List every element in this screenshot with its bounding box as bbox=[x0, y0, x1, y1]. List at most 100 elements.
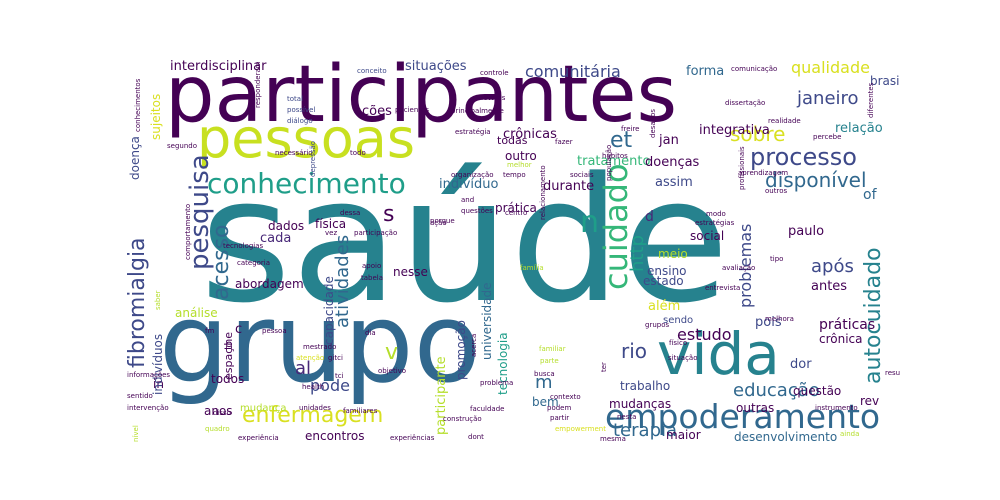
word: família bbox=[520, 264, 544, 272]
word: dor bbox=[790, 357, 812, 372]
word: et bbox=[610, 128, 633, 153]
word: grupos bbox=[645, 321, 670, 329]
word: vida bbox=[657, 320, 780, 388]
word: estudo bbox=[677, 325, 732, 344]
word: acesso bbox=[209, 224, 234, 301]
word: porque bbox=[430, 217, 455, 225]
word: fazer bbox=[555, 138, 573, 146]
word: questão bbox=[793, 384, 842, 398]
word: depressão bbox=[309, 140, 317, 177]
word: estratégia bbox=[455, 128, 491, 136]
word: controle bbox=[480, 69, 509, 77]
word: dissertação bbox=[725, 99, 766, 107]
word: população bbox=[605, 144, 613, 181]
word: trabalho bbox=[620, 379, 671, 393]
word: outros bbox=[765, 187, 788, 195]
word: ainda bbox=[840, 430, 860, 438]
word: familiar bbox=[539, 345, 566, 353]
word: desenvolvimento bbox=[734, 430, 838, 444]
word: tipo bbox=[770, 255, 784, 263]
word: indivíduos bbox=[151, 333, 165, 395]
word: unidades bbox=[299, 404, 331, 412]
word: pacientes bbox=[395, 106, 429, 114]
word: situação bbox=[668, 354, 698, 362]
word: interdisciplinar bbox=[170, 59, 267, 74]
word: promoção bbox=[454, 320, 468, 380]
word: problema bbox=[480, 379, 514, 387]
word: empowerment bbox=[555, 425, 606, 433]
word: partir bbox=[550, 414, 570, 422]
word: comunitária bbox=[525, 62, 621, 81]
word: sujeitos bbox=[149, 93, 163, 140]
word: parte bbox=[540, 357, 559, 365]
word: the bbox=[222, 331, 235, 350]
word: além bbox=[648, 299, 681, 314]
word: encontros bbox=[305, 429, 365, 443]
word: total bbox=[287, 95, 304, 103]
word: empoderamento bbox=[605, 397, 881, 436]
word: jan bbox=[659, 133, 679, 148]
word: quadro bbox=[205, 425, 230, 433]
word: tecnologias bbox=[223, 242, 264, 250]
word: faculdade bbox=[470, 405, 505, 413]
word: todo bbox=[350, 149, 366, 157]
word: necessário bbox=[275, 149, 313, 157]
word: fibromialgia bbox=[125, 237, 150, 368]
word: sobre bbox=[730, 122, 786, 146]
word: atenção bbox=[296, 354, 325, 362]
word: and bbox=[461, 196, 475, 204]
word: construção bbox=[443, 415, 482, 423]
word: sentido bbox=[127, 392, 153, 400]
word: nível bbox=[132, 425, 140, 442]
word: atividades bbox=[332, 234, 353, 328]
word: aprendizagem bbox=[738, 169, 789, 177]
word: gitci bbox=[328, 354, 343, 362]
word: m bbox=[535, 372, 553, 393]
word: n bbox=[580, 205, 600, 240]
word: melhor bbox=[507, 161, 532, 169]
word: melhora bbox=[765, 315, 794, 323]
word: todas bbox=[497, 134, 528, 147]
word: enfermagem bbox=[242, 403, 384, 428]
word: tratamento bbox=[577, 154, 651, 169]
word: situações bbox=[405, 59, 467, 74]
word: centro bbox=[505, 209, 528, 217]
word: abordagem bbox=[235, 277, 304, 291]
word: nesta bbox=[617, 413, 637, 421]
word: mudança bbox=[240, 403, 287, 414]
word: avaliação bbox=[722, 264, 756, 272]
word: ação bbox=[430, 219, 447, 227]
word: outro bbox=[505, 149, 537, 163]
word: forma bbox=[686, 64, 725, 79]
word: dados bbox=[268, 219, 305, 233]
word: capacidade bbox=[322, 276, 336, 345]
word: fatores bbox=[481, 94, 506, 102]
word: social bbox=[690, 229, 725, 243]
word: in bbox=[153, 377, 164, 391]
word: dont bbox=[468, 433, 484, 441]
word: tci bbox=[335, 372, 344, 380]
word: saúde bbox=[199, 140, 730, 341]
word: após bbox=[811, 256, 854, 277]
word: participantes bbox=[165, 50, 678, 140]
word: maior bbox=[666, 428, 701, 442]
word: tabela bbox=[361, 274, 384, 282]
word: relação bbox=[835, 121, 883, 136]
word: intervenção bbox=[127, 404, 169, 412]
word: participação bbox=[354, 229, 398, 237]
word: al bbox=[295, 358, 312, 379]
word: física bbox=[315, 217, 347, 231]
word: http bbox=[627, 235, 648, 272]
word: busca bbox=[534, 370, 555, 378]
word: anos bbox=[204, 404, 233, 418]
word: experiências bbox=[390, 434, 435, 442]
word: pode bbox=[310, 376, 350, 395]
word: sociais bbox=[570, 171, 594, 179]
word: tempo bbox=[503, 171, 526, 179]
word: nesse bbox=[393, 265, 428, 279]
word: conhecimentos bbox=[134, 78, 142, 132]
word: contexto bbox=[550, 393, 581, 401]
word: paulo bbox=[788, 224, 825, 239]
word: instrumento bbox=[815, 404, 858, 412]
word: segundo bbox=[167, 142, 197, 150]
